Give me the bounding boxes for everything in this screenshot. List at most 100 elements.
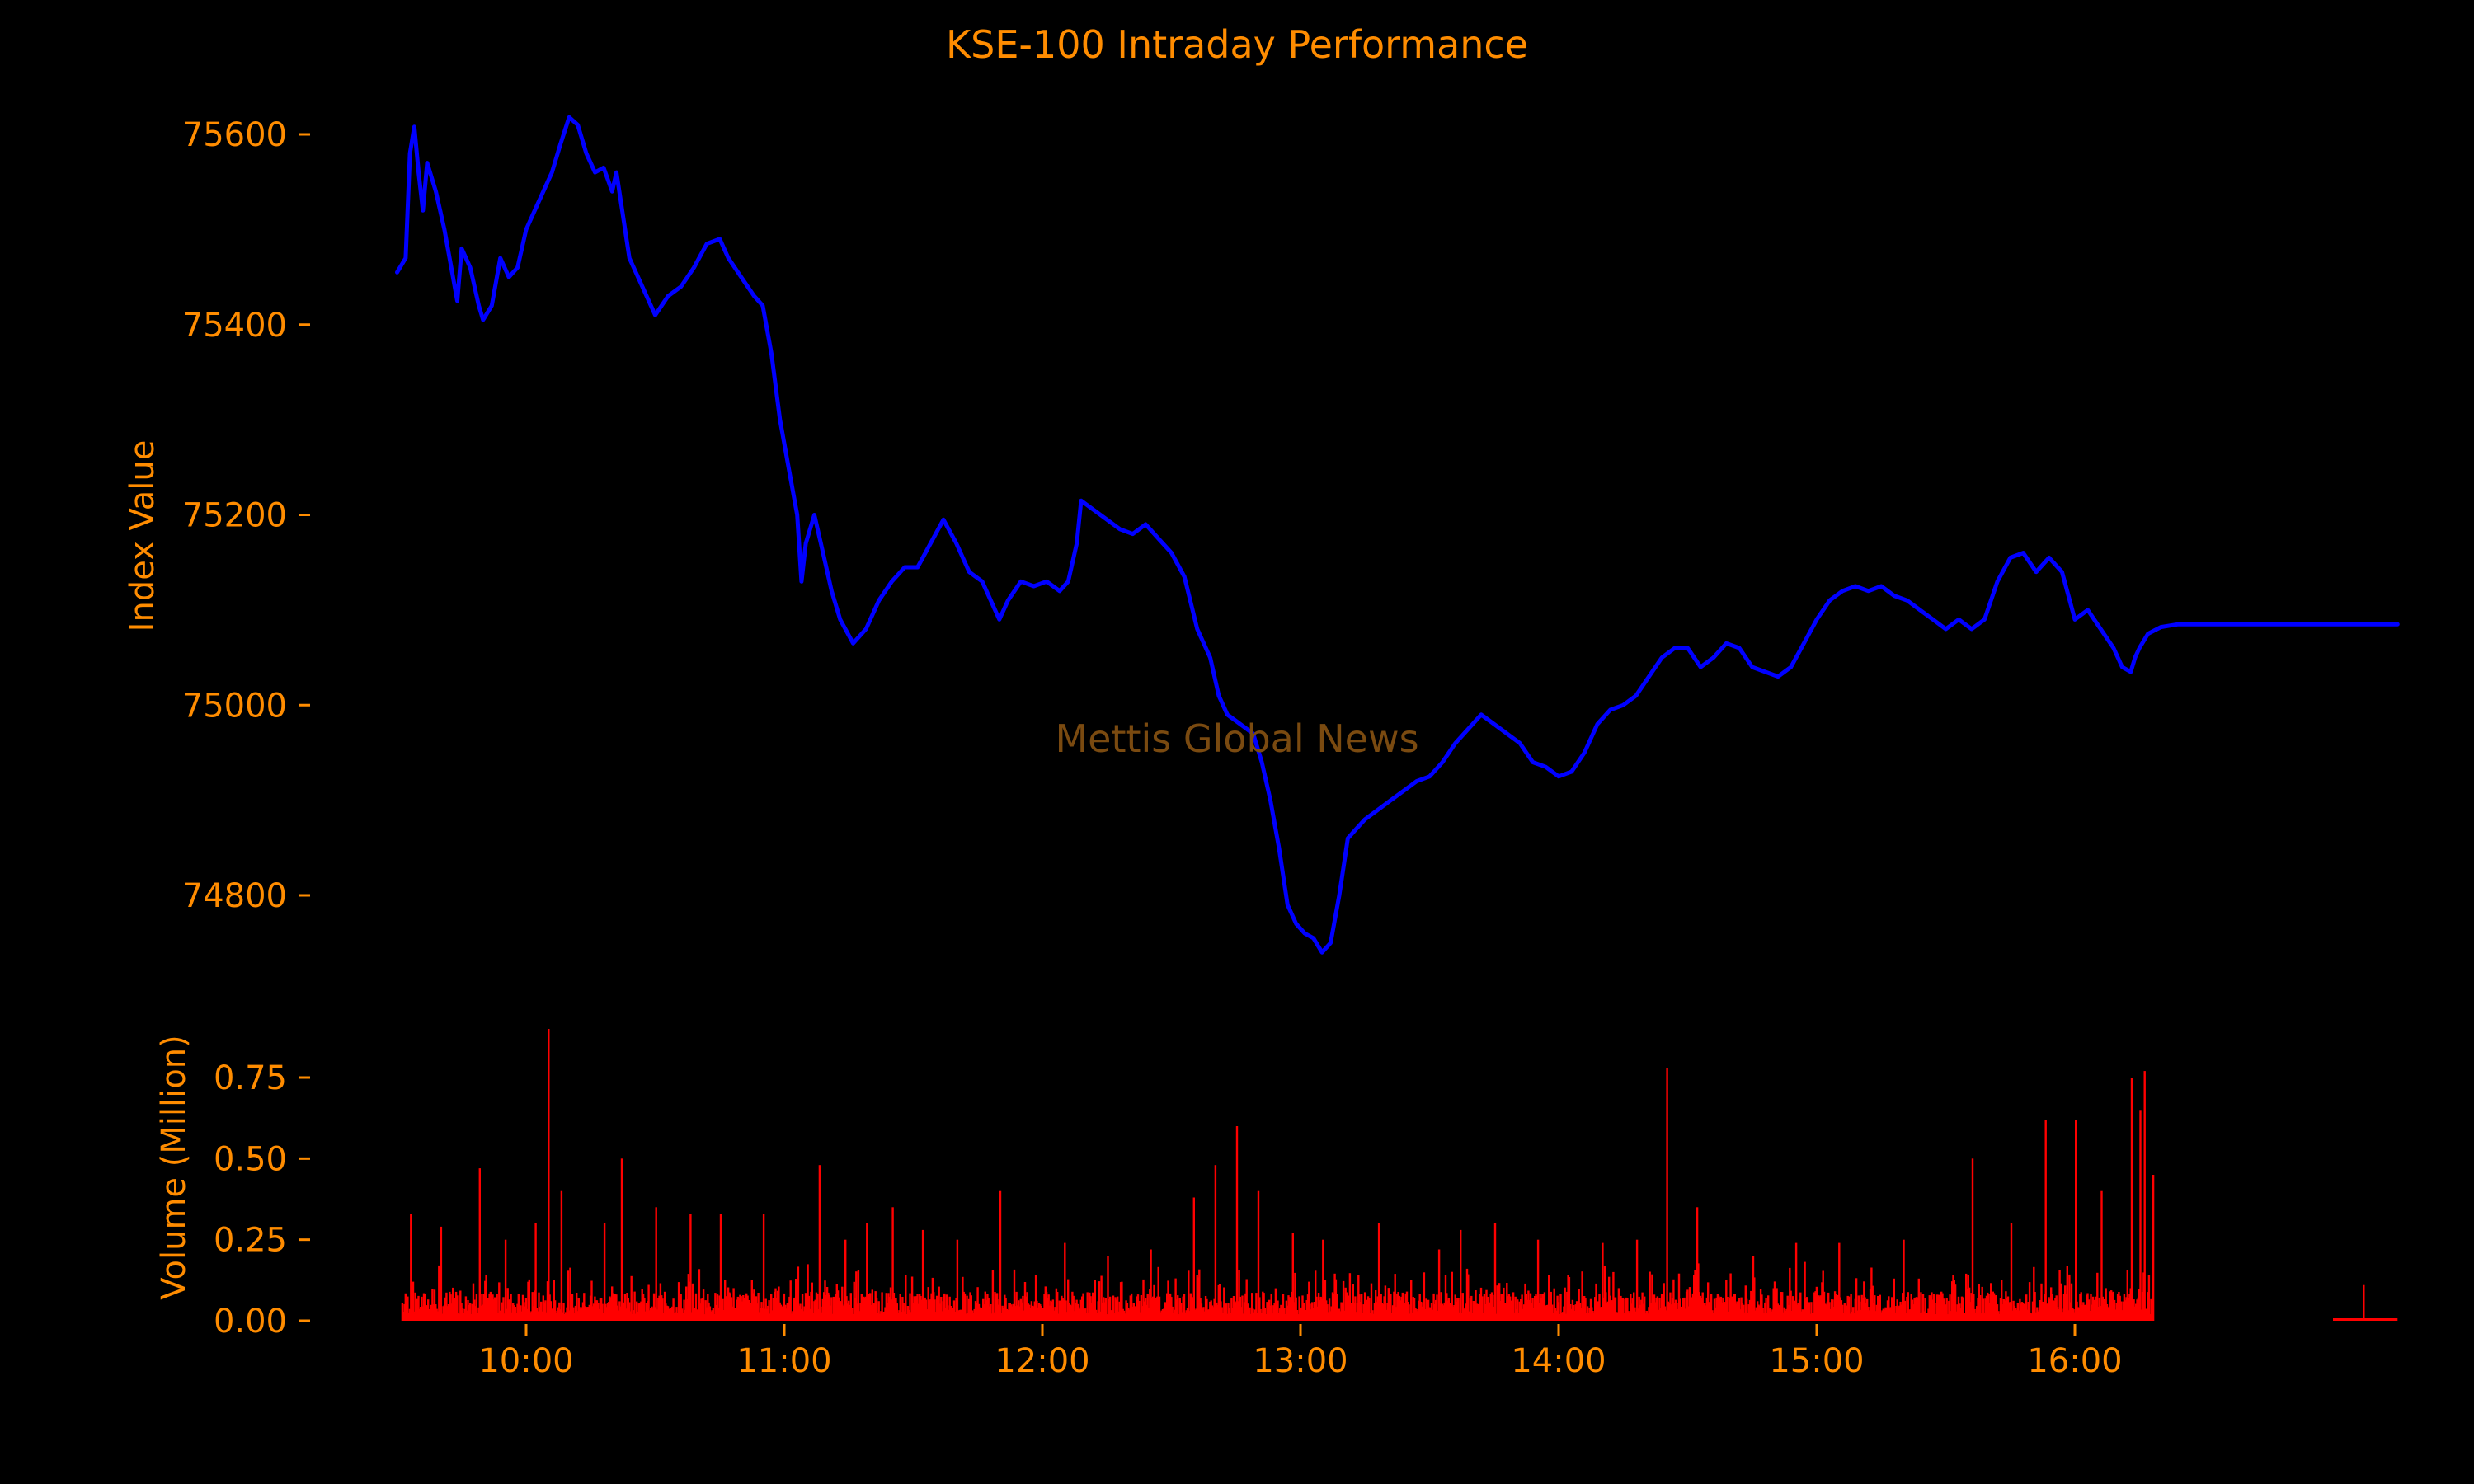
volume-bar bbox=[930, 1293, 933, 1321]
volume-bar bbox=[1729, 1273, 1732, 1321]
volume-bar bbox=[1465, 1303, 1467, 1321]
volume-bar bbox=[966, 1295, 968, 1321]
volume-bar bbox=[493, 1297, 496, 1321]
volume-bar bbox=[1126, 1303, 1129, 1321]
volume-bar bbox=[689, 1214, 692, 1321]
volume-bar bbox=[727, 1287, 730, 1321]
volume-bar bbox=[2105, 1288, 2107, 1321]
volume-bar bbox=[1145, 1304, 1148, 1321]
volume-bar bbox=[647, 1284, 650, 1321]
volume-bar bbox=[506, 1288, 509, 1321]
volume-bar bbox=[1313, 1302, 1316, 1321]
volume-bar bbox=[942, 1301, 945, 1321]
volume-bar bbox=[1186, 1308, 1189, 1321]
volume-bar bbox=[728, 1292, 731, 1321]
volume-bar bbox=[1174, 1278, 1177, 1321]
volume-bar bbox=[1122, 1310, 1126, 1321]
volume-bar bbox=[1333, 1294, 1335, 1321]
volume-bar bbox=[887, 1293, 890, 1321]
volume-bar bbox=[1823, 1291, 1826, 1321]
volume-bar bbox=[1016, 1305, 1019, 1321]
volume-bar bbox=[1962, 1297, 1964, 1321]
volume-bar bbox=[958, 1310, 961, 1321]
volume-bar bbox=[1030, 1301, 1033, 1321]
volume-bar bbox=[832, 1296, 835, 1321]
volume-bar bbox=[1934, 1303, 1936, 1321]
volume-bar bbox=[675, 1307, 678, 1321]
volume-bar bbox=[1566, 1291, 1569, 1321]
volume-bar bbox=[1405, 1291, 1409, 1321]
volume-bar bbox=[1183, 1294, 1186, 1321]
volume-bar bbox=[1001, 1305, 1004, 1321]
volume-bar bbox=[983, 1304, 985, 1321]
volume-bar bbox=[1531, 1303, 1533, 1321]
volume-bar bbox=[504, 1239, 507, 1321]
volume-bar bbox=[985, 1299, 988, 1321]
volume-bar bbox=[1709, 1307, 1711, 1321]
volume-bar bbox=[1142, 1279, 1145, 1321]
volume-bar bbox=[558, 1302, 561, 1321]
volume-bar bbox=[1309, 1303, 1311, 1321]
volume-bar bbox=[589, 1295, 592, 1321]
volume-bar bbox=[1018, 1300, 1020, 1321]
volume-bar bbox=[410, 1214, 412, 1321]
volume-bar bbox=[1792, 1296, 1794, 1321]
volume-bar bbox=[1281, 1310, 1283, 1321]
volume-bar bbox=[1902, 1293, 1904, 1321]
volume-bar bbox=[1079, 1299, 1082, 1321]
volume-bar bbox=[614, 1294, 617, 1321]
volume-bar bbox=[640, 1301, 642, 1321]
volume-bar bbox=[913, 1296, 915, 1321]
volume-bar bbox=[424, 1294, 426, 1321]
volume-bar bbox=[1474, 1307, 1476, 1321]
volume-bar bbox=[1954, 1284, 1957, 1321]
volume-bar bbox=[1891, 1297, 1893, 1321]
volume-bar bbox=[438, 1265, 440, 1321]
volume-bar bbox=[873, 1303, 876, 1321]
volume-bar bbox=[1991, 1299, 1993, 1321]
volume-bar bbox=[606, 1303, 609, 1321]
volume-bar bbox=[1108, 1298, 1110, 1321]
volume-bar bbox=[1444, 1275, 1447, 1321]
volume-bar bbox=[1755, 1307, 1758, 1321]
volume-bar bbox=[854, 1298, 857, 1321]
volume-bar bbox=[1970, 1293, 1973, 1321]
volume-bar bbox=[1100, 1275, 1103, 1321]
volume-bar bbox=[2040, 1283, 2043, 1321]
volume-bar bbox=[1538, 1303, 1540, 1321]
volume-bar bbox=[1022, 1295, 1024, 1321]
volume-bar bbox=[665, 1303, 667, 1321]
volume-bar bbox=[512, 1303, 515, 1321]
volume-bar bbox=[1319, 1300, 1321, 1321]
volume-bar bbox=[1223, 1287, 1225, 1321]
volume-bar bbox=[421, 1296, 423, 1321]
volume-bar bbox=[1567, 1275, 1569, 1321]
volume-bar bbox=[486, 1304, 489, 1321]
volume-bar bbox=[1464, 1307, 1466, 1321]
volume-bar bbox=[1269, 1305, 1272, 1321]
volume-bar bbox=[2050, 1287, 2053, 1321]
volume-bar bbox=[1536, 1239, 1540, 1321]
volume-bar bbox=[2033, 1266, 2035, 1321]
volume-bar bbox=[1694, 1270, 1696, 1321]
volume-bar bbox=[2038, 1310, 2041, 1321]
volume-bar bbox=[1462, 1309, 1465, 1321]
volume-bar bbox=[1228, 1308, 1230, 1321]
volume-bar bbox=[1857, 1295, 1860, 1321]
volume-bar bbox=[2002, 1299, 2005, 1321]
volume-bar bbox=[1931, 1299, 1934, 1321]
volume-bar bbox=[1951, 1281, 1954, 1321]
volume-bar bbox=[1429, 1308, 1432, 1321]
volume-bar bbox=[1803, 1310, 1805, 1321]
volume-bar bbox=[2008, 1303, 2011, 1321]
volume-bar bbox=[661, 1295, 663, 1321]
volume-bar bbox=[1921, 1294, 1925, 1321]
volume-bar bbox=[1354, 1296, 1357, 1321]
volume-bar bbox=[600, 1298, 603, 1321]
volume-bar bbox=[896, 1303, 898, 1321]
volume-bar bbox=[1443, 1302, 1446, 1321]
volume-bar bbox=[938, 1303, 942, 1321]
volume-bar bbox=[1671, 1298, 1674, 1321]
volume-bar bbox=[1759, 1289, 1762, 1321]
volume-bar bbox=[1911, 1299, 1914, 1321]
